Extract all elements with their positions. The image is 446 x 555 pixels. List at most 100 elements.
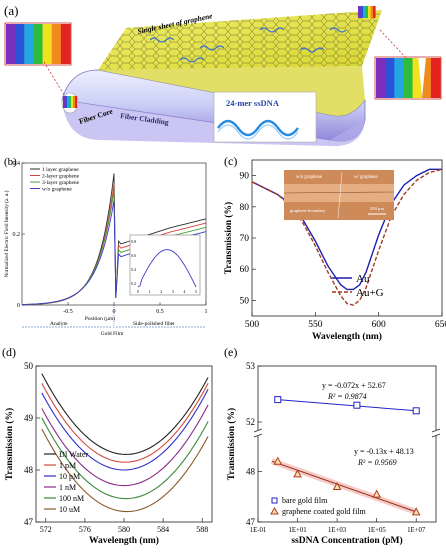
data-point-graphene [332, 481, 342, 491]
axis-break-mask-left [254, 430, 262, 436]
y-axis-label: Transmission (%) [4, 408, 15, 480]
fit-r2-graphene: R² = 0.9569 [357, 458, 397, 467]
x-tick-label: 500 [245, 320, 260, 330]
y-tick-label: 53 [246, 361, 256, 371]
chart-d-concentration-spectra: (d) 572 576 580 584 588 47 48 49 50 Transmission … [2, 345, 213, 546]
inset-x-tick: 4 [183, 290, 185, 294]
x-tick-label: 1E+07 [407, 527, 426, 534]
panel-d-label: (d) [2, 345, 16, 359]
y-axis-label: Transmission (%) [226, 408, 237, 480]
core-spectrum-band [63, 96, 66, 108]
spectrum-icon [358, 6, 376, 18]
data-point-bare [412, 407, 420, 415]
spectrum-band [385, 58, 395, 98]
inset-curve [137, 249, 197, 288]
axis-break-mask-right [432, 430, 440, 436]
inset-y-tick: 0.6 [131, 254, 136, 258]
core-spectrum-band [73, 96, 76, 108]
x-tick-label: 1 [205, 309, 208, 315]
graphene-hex-lattice [98, 10, 382, 70]
spectrum-icon-band [368, 6, 371, 18]
legend-label: 3-layer graphene [42, 180, 80, 186]
spectrum-icon-band [373, 6, 376, 18]
core-spectrum-band [75, 96, 78, 108]
dna-label: 24-mer ssDNA [226, 98, 280, 108]
x-tick-label: 1E-01 [250, 527, 267, 534]
data-point-graphene [411, 507, 421, 516]
x-tick-label: 588 [196, 525, 208, 534]
spectrum-icon-band [358, 6, 361, 18]
panel-e: (e) 1E-01 1E+01 1E+03 1E+05 1E+07 47 48 52 53 Tra… [222, 342, 446, 550]
x-axis-label: Position (μm) [85, 315, 115, 322]
panel-b-label: (b) [4, 156, 17, 168]
legend-label: DI Water [59, 450, 89, 459]
inset-y-tick: 0.2 [131, 282, 136, 286]
y-axis-label: Transmission (%) [223, 202, 234, 274]
axis-break-left [253, 428, 263, 438]
scale-bar-label: 200 μm [370, 206, 385, 211]
chart-c-transmission: (c) 500 550 600 650 50 60 70 80 90 Transmission (… [223, 154, 446, 342]
x-tick-label: 0.5 [156, 309, 164, 315]
spectrum-band [421, 58, 432, 98]
inset-frame [129, 234, 201, 296]
y-tick-label: 49 [24, 413, 34, 423]
core-spectrum-band [65, 96, 68, 108]
x-axis-label: Wavelength (nm) [89, 535, 159, 546]
spectrum-band [33, 24, 44, 64]
fit-line-graphene [271, 460, 417, 513]
spectrum-band [394, 58, 404, 98]
y-axis-label: Normalized Electric Field Intensity (a. … [3, 190, 10, 277]
region-analyte: Analyte [50, 321, 68, 327]
fit-eq-bare: y = -0.072x + 52.67 [322, 381, 386, 390]
legend-label: Au [356, 273, 370, 285]
legend-marker-bare [271, 497, 278, 504]
x-tick-label: 1E+05 [368, 527, 387, 534]
inset-x-tick: 3 [172, 290, 174, 294]
x-tick-label: 1E+03 [328, 527, 347, 534]
input-spectrum-inset [4, 22, 72, 66]
x-tick-label: 1E+01 [288, 527, 306, 534]
y-tick-label: 70 [240, 234, 250, 244]
data-point-bare [353, 401, 361, 409]
legend-label: 10 uM [59, 505, 80, 514]
y-tick-label: 60 [240, 265, 250, 275]
legend-label: 1 layer graphene [42, 167, 79, 173]
panel-c: (c) 500 550 600 650 50 60 70 80 90 Transmission (… [222, 152, 446, 342]
graphene-boundary-line [337, 171, 343, 219]
y-tick-label: 0.4 [13, 161, 21, 167]
y-tick-label: 47 [246, 517, 256, 527]
spectrum-curve [41, 373, 209, 455]
spectrum-icon-band [363, 6, 366, 18]
inset-y-tick: 0.4 [131, 268, 136, 272]
data-point-bare [274, 396, 282, 404]
spectrum-band [42, 24, 53, 64]
y-tick-label: 52 [246, 417, 255, 427]
data-point-graphene [273, 456, 283, 465]
x-tick-label: 550 [308, 320, 323, 330]
spectrum-band [15, 24, 25, 64]
spectrum-band [6, 24, 16, 64]
core-spectrum-band [69, 96, 72, 108]
legend-label: 100 nM [59, 494, 84, 503]
inset-x-tick: 0 [137, 290, 139, 294]
data-point-graphene [293, 469, 302, 478]
panel-a-illustration: (a) Single sheet of graphene Fiber Core … [4, 3, 442, 147]
spectrum-curve [41, 428, 209, 513]
core-spectrum-band [71, 96, 74, 108]
x-tick-label: 576 [79, 525, 91, 534]
x-tick-label: 650 [435, 320, 446, 330]
x-axis-label: Wavelength (nm) [312, 331, 382, 342]
spectrum-curve [41, 404, 209, 487]
region-gold-film: Gold Film [101, 331, 124, 335]
spectrum-band [376, 58, 386, 98]
x-tick-label: 580 [118, 525, 130, 534]
y-tick-label: 50 [24, 361, 34, 371]
photo-label-without: w/o graphene [296, 175, 322, 180]
y-tick-label: 48 [246, 466, 256, 476]
y-tick-label: 50 [240, 296, 250, 306]
spectrum-band [24, 24, 34, 64]
inset-x-tick: 2 [160, 290, 162, 294]
legend-label: 1 nM [59, 483, 76, 492]
photo-label-with: w/ graphene [354, 175, 378, 180]
spectrum-icon-band [360, 6, 364, 18]
